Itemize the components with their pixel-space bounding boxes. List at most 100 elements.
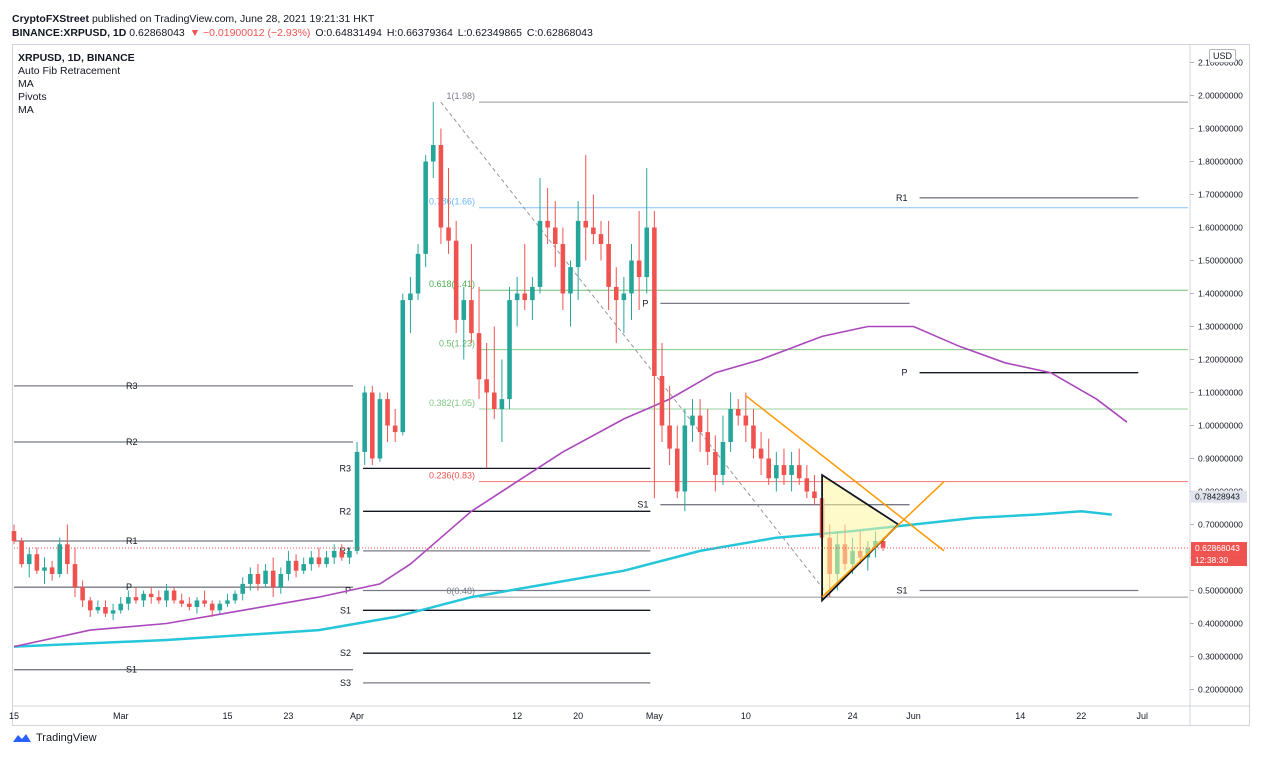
candle-body xyxy=(34,554,40,571)
pivot-label: P xyxy=(642,298,648,308)
last-price: 0.62868043 xyxy=(129,27,185,39)
candle-body xyxy=(385,399,390,426)
candle-body xyxy=(187,603,192,607)
pivot-label: R1 xyxy=(126,536,138,546)
ohlc-line: BINANCE:XRPUSD, 1D 0.62868043 ▼ −0.01900… xyxy=(12,26,595,40)
legend-item-pivots[interactable]: Pivots xyxy=(18,91,47,103)
candle-body xyxy=(354,451,360,551)
y-tick-label: 1.30000000 xyxy=(1198,322,1243,332)
publication-info: published on TradingView.com, June 28, 2… xyxy=(91,13,375,25)
price-label-bg xyxy=(1191,554,1247,567)
candle-body xyxy=(591,227,596,235)
candle-body xyxy=(377,399,383,459)
candle-body xyxy=(202,600,207,604)
price-label-text: 0.62868043 xyxy=(1195,543,1240,553)
price-label-bg xyxy=(1191,542,1247,555)
x-tick-label: 14 xyxy=(1015,711,1025,721)
candle-body xyxy=(57,544,63,574)
y-tick-label: 1.00000000 xyxy=(1198,421,1243,431)
candle-body xyxy=(674,448,680,492)
candle-body xyxy=(537,220,543,287)
currency-button[interactable]: USD xyxy=(1209,49,1237,63)
legend-item-ma-2[interactable]: MA xyxy=(18,104,34,116)
candle-body xyxy=(286,560,291,574)
candle-body xyxy=(530,286,535,301)
candle-body xyxy=(682,425,688,492)
chart-frame[interactable] xyxy=(12,44,1250,726)
candle-body xyxy=(469,300,474,334)
legend-title[interactable]: XRPUSD, 1D, BINANCE xyxy=(18,52,135,64)
candle-body xyxy=(232,593,238,601)
y-tick-label: 0.50000000 xyxy=(1198,586,1243,596)
candle-body xyxy=(240,583,245,594)
candle-body xyxy=(606,244,611,287)
y-tick-label: 1.90000000 xyxy=(1198,124,1243,134)
candle-body xyxy=(72,564,78,588)
candle-body xyxy=(804,478,810,492)
candle-body xyxy=(781,465,787,475)
tradingview-logo-icon xyxy=(13,734,31,742)
candle-body xyxy=(705,432,711,452)
y-tick-label: 2.00000000 xyxy=(1198,91,1243,101)
y-tick-label: 0.70000000 xyxy=(1198,520,1243,530)
publication-header: CryptoFXStreet published on TradingView.… xyxy=(12,12,595,40)
candle-body xyxy=(42,567,47,571)
legend-item-fib[interactable]: Auto Fib Retracement xyxy=(18,65,121,77)
candle-body xyxy=(659,376,665,426)
y-tick-label: 0.40000000 xyxy=(1198,619,1243,629)
candle-body xyxy=(880,541,886,548)
candle-body xyxy=(301,564,306,571)
candle-body xyxy=(423,161,428,254)
triangle-pattern xyxy=(821,473,900,603)
pivot-label: R1 xyxy=(340,546,352,556)
candle-body xyxy=(697,415,703,433)
candle-body xyxy=(461,300,467,320)
brand-name[interactable]: TradingView xyxy=(36,732,97,744)
candle-body xyxy=(491,392,497,409)
candle-body xyxy=(347,550,352,558)
candle-body xyxy=(484,379,489,393)
y-tick-label: 1.80000000 xyxy=(1198,157,1243,167)
price-label-text: 0.78428943 xyxy=(1195,492,1240,502)
close-value: C:0.62868043 xyxy=(526,27,593,39)
candle-body xyxy=(331,550,337,558)
candle-body xyxy=(87,600,93,611)
fib-level-label: 0.382(1.05) xyxy=(429,398,475,408)
candle-body xyxy=(499,399,505,409)
candle-body xyxy=(522,293,528,301)
x-tick-label: Jun xyxy=(906,711,921,721)
candle-body xyxy=(514,293,520,301)
candle-body xyxy=(400,300,406,433)
candle-body xyxy=(263,570,268,584)
candle-body xyxy=(278,574,284,588)
candle-body xyxy=(735,409,741,416)
y-tick-label: 0.30000000 xyxy=(1198,652,1243,662)
candle-body xyxy=(49,567,55,574)
candle-body xyxy=(255,574,261,584)
candle-body xyxy=(126,597,131,604)
candle-body xyxy=(613,286,619,301)
candle-body xyxy=(453,240,459,320)
open-value: O:0.64831494 xyxy=(315,27,382,39)
candle-body xyxy=(316,557,322,565)
candle-body xyxy=(26,554,32,565)
candle-body xyxy=(392,425,398,433)
legend-item-ma-1[interactable]: MA xyxy=(18,78,34,90)
candle-body xyxy=(560,244,566,294)
candle-body xyxy=(728,409,733,442)
candle-body xyxy=(575,220,581,268)
candle-body xyxy=(796,465,802,479)
x-tick-label: 15 xyxy=(9,711,19,721)
candle-body xyxy=(80,587,85,601)
candle-body xyxy=(789,465,794,475)
candle-body xyxy=(430,145,436,162)
candle-body xyxy=(293,560,299,571)
candle-body xyxy=(652,227,657,376)
candle-body xyxy=(11,531,17,541)
candle-body xyxy=(95,607,101,611)
candle-body xyxy=(362,392,367,452)
y-tick-label: 1.20000000 xyxy=(1198,355,1243,365)
candle-body xyxy=(141,593,146,601)
pivot-label: R3 xyxy=(340,463,352,473)
